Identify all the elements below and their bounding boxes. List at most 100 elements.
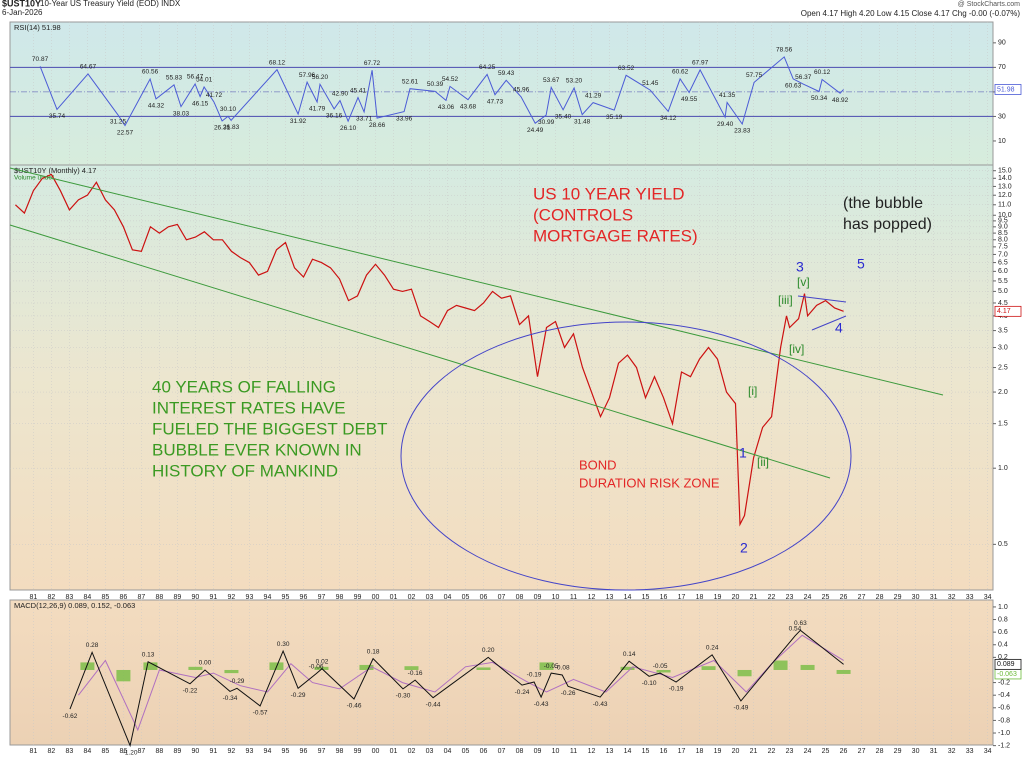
x-tick-label: 34: [984, 748, 992, 755]
value-label: 0.24: [706, 645, 719, 652]
x-tick-label: 19: [714, 748, 722, 755]
y-tick-label: 3.5: [998, 327, 1008, 334]
value-label: 48.92: [832, 97, 849, 104]
value-label: 54.52: [442, 76, 459, 83]
x-tick-label: 15: [642, 594, 650, 601]
y-tick-label: 7.0: [998, 251, 1008, 258]
histogram-bar: [143, 662, 158, 670]
x-tick-label: 85: [102, 594, 110, 601]
y-tick-label: 1.5: [998, 421, 1008, 428]
annotation: [iv]: [789, 342, 804, 356]
x-tick-label: 16: [660, 748, 668, 755]
x-tick-label: 00: [372, 748, 380, 755]
x-tick-label: 97: [318, 748, 326, 755]
y-tick-label: 1.0: [998, 465, 1008, 472]
value-label: 41.35: [719, 92, 736, 99]
x-tick-label: 11: [570, 594, 577, 601]
value-label: 28.66: [369, 122, 386, 129]
x-tick-label: 24: [804, 594, 812, 601]
x-tick-label: 95: [282, 594, 290, 601]
y-tick-label: 2.0: [998, 389, 1008, 396]
value-label: -0.24: [515, 689, 530, 696]
y-tick-label: 6.0: [998, 268, 1008, 275]
value-label: 55.83: [166, 74, 183, 81]
value-label: -0.57: [253, 710, 268, 717]
x-tick-label: 23: [786, 748, 794, 755]
value-label: 30.99: [538, 119, 555, 126]
value-label: -0.26: [561, 690, 576, 697]
x-tick-label: 01: [390, 748, 398, 755]
histogram-bar: [359, 664, 374, 670]
x-tick-label: 22: [768, 594, 776, 601]
annotation: FUELED THE BIGGEST DEBT: [152, 419, 388, 438]
histogram-bar: [224, 669, 239, 674]
rsi-panel: [9, 21, 994, 166]
channel-lower: [9, 224, 831, 479]
date: 6-Jan-2026: [2, 8, 43, 17]
value-label: -0.29: [230, 678, 245, 685]
annotation: (CONTROLS: [533, 205, 633, 224]
histogram-bar: [701, 666, 716, 670]
x-tick-label: 01: [390, 594, 398, 601]
value-label: 78.56: [776, 47, 793, 54]
annotation: [ii]: [757, 455, 769, 469]
plot: 1030507090RSI(14) 51.980.51.01.52.02.53.…: [10, 22, 1012, 749]
y-tick-label: -0.4: [998, 692, 1010, 699]
value-label: 29.40: [717, 121, 734, 128]
value-label: 50.39: [427, 81, 444, 88]
x-tick-label: 23: [786, 594, 794, 601]
annotation: BOND: [579, 457, 617, 472]
x-tick-label: 08: [516, 748, 524, 755]
x-tick-label: 13: [606, 748, 614, 755]
x-tick-label: 12: [588, 748, 596, 755]
x-tick-label: 26: [840, 594, 848, 601]
annotation: US 10 YEAR YIELD: [533, 184, 685, 203]
value-label: -0.49: [734, 705, 749, 712]
x-tick-label: 10: [552, 594, 560, 601]
value-label: -0.43: [534, 701, 549, 708]
value-tag: [994, 84, 1022, 95]
y-tick-label: 5.0: [998, 288, 1008, 295]
x-tick-label: 14: [624, 594, 632, 601]
value-label: 63.52: [618, 65, 635, 72]
x-tick-label: 31: [930, 748, 938, 755]
triangle-upper: [797, 295, 847, 303]
y-tick-label: 0.4: [998, 642, 1008, 649]
x-tick-label: 22: [768, 748, 776, 755]
x-tick-label: 12: [588, 594, 596, 601]
histogram-bar: [656, 669, 671, 673]
value-tag: [994, 305, 1022, 317]
x-tick-label: 20: [732, 594, 740, 601]
x-tick-label: 06: [480, 594, 488, 601]
annotation: DURATION RISK ZONE: [579, 475, 720, 490]
x-tick-label: 21: [750, 594, 758, 601]
series-line: [39, 56, 844, 127]
triangle-lower: [811, 315, 847, 331]
annotation: 4: [835, 320, 843, 336]
annotation: 40 YEARS OF FALLING: [152, 377, 336, 396]
y-tick-label: 0.5: [998, 541, 1008, 548]
value-label: 45.41: [350, 87, 367, 94]
value-label: 51.45: [642, 80, 659, 87]
overlay: [9, 167, 944, 591]
symbol: $UST10Y: [2, 0, 41, 8]
y-tick-label: 14.0: [998, 175, 1012, 182]
x-tick-label: 86: [120, 748, 128, 755]
value-label: 54.01: [196, 77, 213, 84]
y-tick-label: 7.5: [998, 244, 1008, 251]
x-tick-label: 89: [174, 748, 182, 755]
series-line: [14, 173, 844, 527]
x-tick-label: 32: [948, 594, 956, 601]
x-tick-label: 04: [444, 594, 452, 601]
x-tick-label: 91: [210, 748, 218, 755]
histogram-bar: [188, 666, 203, 670]
y-tick-label: 6.5: [998, 259, 1008, 266]
y-tick-label: 9.0: [998, 224, 1008, 231]
value-label: -0.19: [669, 686, 684, 693]
value-label: -0.62: [63, 713, 78, 720]
value-tag-label: -0.063: [997, 671, 1017, 678]
value-label: 68.12: [269, 59, 286, 66]
annotation: MORTGAGE RATES): [533, 226, 698, 245]
value-label: 56.20: [312, 74, 329, 81]
x-tick-label: 27: [858, 748, 866, 755]
